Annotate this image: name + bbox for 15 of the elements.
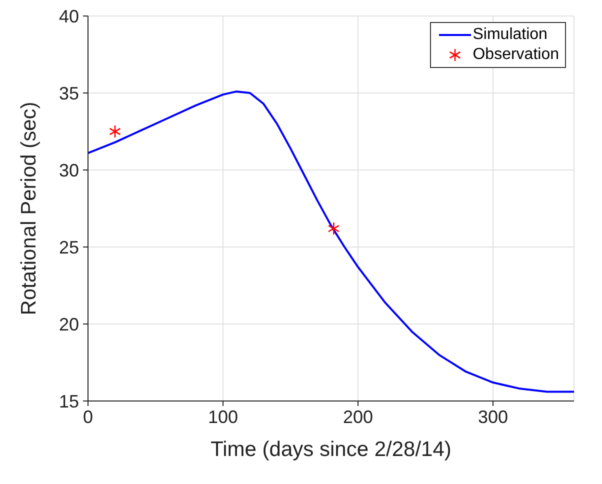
x-axis-title: Time (days since 2/28/14) (210, 438, 452, 461)
legend-label: Simulation (472, 26, 548, 44)
y-tick-label: 30 (58, 160, 79, 180)
legend-label: Observation (472, 46, 559, 64)
y-tick-label: 15 (58, 391, 79, 412)
x-tick-label: 100 (208, 406, 238, 427)
x-tick-label: 200 (342, 406, 374, 427)
y-axis-title: Rotational Period (sec) (17, 102, 40, 316)
y-tick-label: 35 (58, 83, 79, 104)
x-tick-label: 300 (478, 406, 508, 427)
y-tick-label: 40 (58, 6, 79, 26)
y-tick-label: 20 (58, 314, 79, 334)
line-series (88, 90, 574, 393)
x-tick-label: 0 (82, 406, 94, 427)
y-tick-label: 25 (58, 237, 79, 258)
